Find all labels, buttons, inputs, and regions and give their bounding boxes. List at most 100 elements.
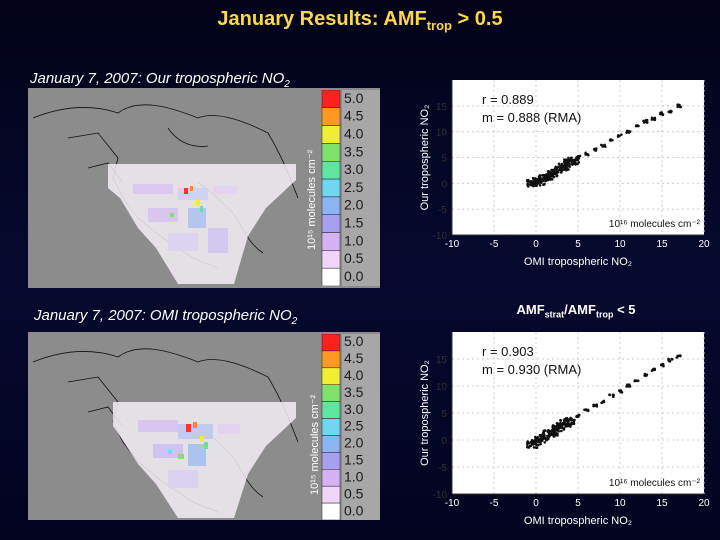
y-tick-label: -10: [433, 231, 448, 242]
scatter-point: [577, 414, 580, 418]
colorbar-swatch: [321, 250, 341, 269]
scatter-point: [650, 369, 654, 372]
colorbar-tick-label: 2.5: [344, 179, 364, 195]
scatter-points: [525, 103, 683, 188]
x-tick-label: 10: [614, 498, 626, 509]
y-tick-label: -5: [438, 463, 447, 474]
scatter-point: [551, 168, 555, 172]
colorbar-swatch: [321, 469, 341, 487]
scatter-point: [559, 166, 563, 170]
scatter-point: [530, 438, 534, 442]
colorbar-tick-label: 4.0: [344, 367, 364, 383]
scatter-point: [542, 183, 545, 187]
scatter-point: [584, 153, 587, 156]
scatter-point: [618, 389, 622, 393]
scatter-point: [532, 177, 535, 181]
x-tick-label: -10: [445, 239, 460, 250]
bottom-map-title: January 7, 2007: OMI tropospheric NO2: [34, 307, 297, 327]
colorbar-swatch: [321, 350, 341, 369]
x-tick-label: 0: [533, 239, 539, 250]
x-tick-label: 20: [698, 239, 710, 250]
title-suffix: > 0.5: [451, 8, 503, 30]
scatter-point: [636, 124, 640, 128]
colorbar-tick-label: 5.0: [344, 90, 364, 106]
scatter-point: [538, 174, 542, 177]
scatter-point: [565, 166, 568, 170]
colorbar-tick-label: 2.5: [344, 418, 364, 434]
scatter-point: [550, 171, 554, 174]
x-tick-label: -10: [445, 498, 460, 509]
scatter-point: [536, 440, 540, 443]
scatter-point: [547, 428, 550, 432]
colorbar-tick-label: 0.0: [344, 268, 364, 284]
scatter-point: [535, 438, 538, 442]
colorbar-swatch: [321, 502, 341, 520]
colorbar-tick-label: 2.0: [344, 197, 364, 213]
colorbar-tick-label: 0.5: [344, 250, 364, 266]
colorbar-swatch: [321, 196, 341, 215]
ratio-middle: /AMF: [564, 302, 596, 317]
scatter-point: [568, 165, 571, 168]
y-axis-label: Our tropospheric NO₂: [419, 360, 431, 466]
scatter-point: [602, 399, 606, 403]
colorbar-swatch: [321, 435, 341, 453]
scatter-point: [555, 424, 559, 428]
y-tick-label: 5: [441, 409, 447, 420]
scatter-point: [628, 383, 631, 387]
top-colorbar-label: 10¹⁵ molecules cm⁻²: [306, 149, 318, 250]
scatter-point: [567, 156, 570, 160]
scatter-point: [538, 184, 542, 187]
x-tick-label: 0: [533, 498, 539, 509]
colorbar-label-bg: [342, 334, 380, 520]
scatter-point: [661, 113, 665, 117]
scatter-point: [653, 118, 656, 122]
scatter-point: [611, 138, 614, 142]
scatter-point: [678, 105, 682, 109]
colorbar-tick-label: 4.5: [344, 108, 364, 124]
ratio-sub1: strat: [544, 309, 565, 320]
colorbar-swatch: [321, 143, 341, 162]
top-map-panel: [28, 88, 380, 288]
scatter-point: [625, 129, 629, 133]
colorbar-tick-label: 5.0: [344, 334, 364, 349]
x-tick-label: 5: [575, 239, 581, 250]
colorbar-tick-label: 3.5: [344, 384, 364, 400]
scatter-point: [645, 373, 649, 376]
scatter-point: [669, 110, 673, 114]
scatter-point: [538, 434, 542, 438]
y-tick-label: 5: [441, 154, 447, 165]
colorbar-tick-label: 0.0: [344, 502, 364, 518]
title-text: January Results: AMF: [217, 8, 427, 30]
scatter-point: [559, 164, 562, 167]
scatter-point: [526, 185, 530, 188]
scatter-point: [676, 105, 679, 109]
scatter-point: [668, 360, 672, 363]
scatter-point: [565, 422, 569, 426]
x-tick-label: 5: [575, 498, 581, 509]
scatter-point: [678, 354, 681, 357]
scatter-point: [551, 428, 554, 432]
scatter-point: [543, 441, 547, 444]
y-tick-label: 0: [441, 436, 447, 447]
colorbar-tick-label: 3.0: [344, 401, 364, 417]
scatter-point: [586, 153, 590, 157]
scatter-point: [527, 441, 530, 445]
scatter-point: [569, 416, 572, 420]
scatter-point: [535, 178, 539, 182]
bottom-map-title-text: January 7, 2007: OMI tropospheric NO: [34, 307, 292, 324]
y-tick-label: 10: [436, 382, 448, 393]
scatter-point: [642, 121, 646, 124]
scatter-point: [601, 145, 604, 148]
scatter-point: [670, 357, 673, 361]
scatter-point: [574, 158, 578, 162]
scatter-point: [563, 164, 567, 167]
x-axis-label: OMI tropospheric NO₂: [524, 515, 632, 527]
colorbar-tick-label: 1.5: [344, 452, 364, 468]
scatter-point: [564, 158, 568, 161]
scatter-point: [603, 145, 607, 148]
scatter-point: [545, 179, 548, 182]
scatter-point: [556, 168, 559, 172]
colorbar-tick-label: 3.5: [344, 143, 364, 159]
scatter-point: [667, 357, 670, 361]
slide-title: January Results: AMFtrop > 0.5: [0, 8, 720, 33]
